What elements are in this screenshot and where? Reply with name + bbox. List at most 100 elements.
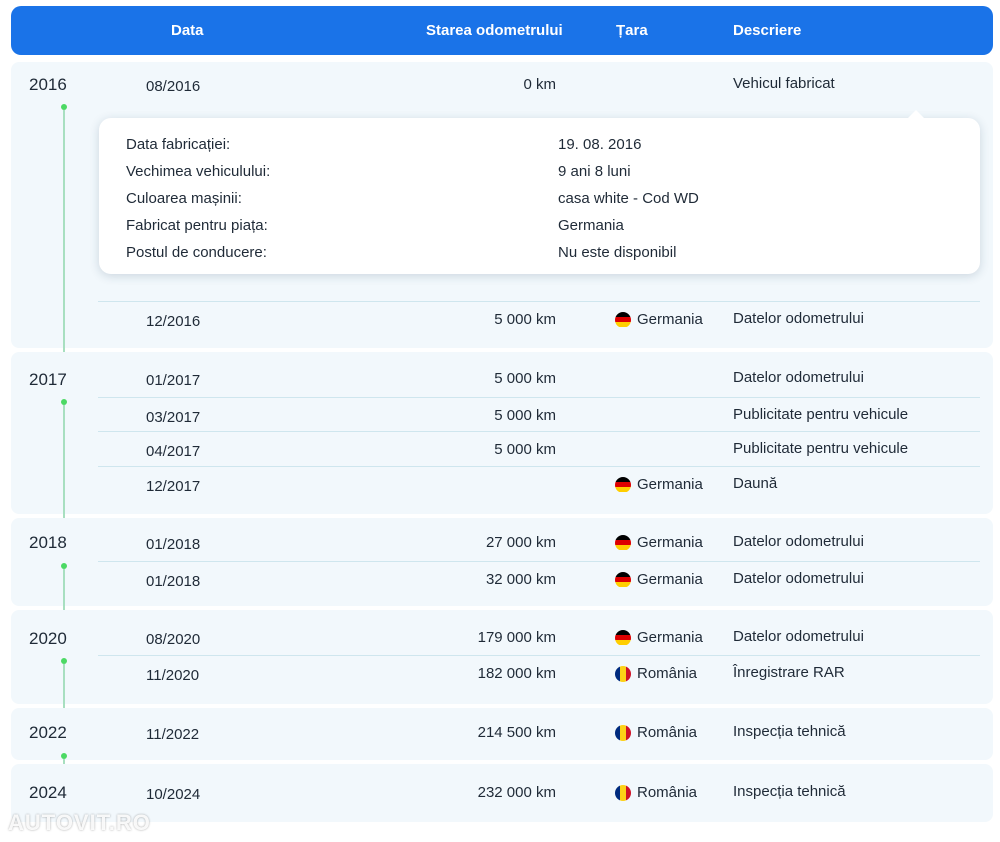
row-odometer: 5 000 km [494,407,556,424]
header-date: Data [171,22,204,39]
detail-label: Data fabricației: [126,136,231,153]
table-row[interactable]: 08/2020 179 000 km Germania Datelor odom… [98,620,980,654]
row-country: Germania [615,534,703,551]
row-date: 01/2018 [146,573,201,590]
table-row[interactable]: 01/2017 5 000 km Datelor odometrului [98,361,980,395]
row-date: 12/2016 [146,313,201,330]
row-date: 11/2020 [146,667,200,684]
table-row[interactable]: 01/2018 27 000 km Germania Datelor odome… [98,525,980,559]
row-odometer: 32 000 km [485,571,556,588]
row-date: 08/2016 [146,78,201,95]
timeline-line [63,405,65,530]
germany-flag-icon [615,311,631,328]
row-description: Datelor odometrului [733,570,864,587]
table-header: Data Starea odometrului Țara Descriere [11,6,993,55]
detail-value: 19. 08. 2016 [558,136,642,153]
row-description: Vehicul fabricat [733,75,835,92]
row-country: Germania [615,571,703,588]
row-odometer: 5 000 km [494,370,556,387]
romania-flag-icon [615,665,631,682]
row-country: Germania [615,629,703,646]
table-row[interactable]: 04/2017 5 000 km Publicitate pentru vehi… [98,431,980,465]
row-description: Publicitate pentru vehicule [733,406,909,423]
year-label-2024: 2024 [29,783,67,802]
row-odometer: 0 km [523,76,556,93]
header-odometer: Starea odometrului [426,22,563,39]
germany-flag-icon [615,571,631,588]
timeline-dot [61,104,67,110]
timeline-line [63,110,65,360]
row-odometer: 182 000 km [477,665,556,682]
detail-value: Nu este disponibil [558,244,677,261]
detail-label: Postul de conducere: [126,244,267,261]
row-description: Datelor odometrului [733,533,864,550]
row-odometer: 5 000 km [494,311,556,328]
germany-flag-icon [615,534,631,551]
table-row[interactable]: 03/2017 5 000 km Publicitate pentru vehi… [98,397,980,431]
year-label-2018: 2018 [29,533,67,552]
detail-row: Vechimea vehiculului: 9 ani 8 luni [126,163,956,185]
row-country-name: Germania [637,571,703,588]
timeline-line [63,664,65,717]
row-odometer: 179 000 km [477,629,556,646]
row-odometer: 5 000 km [494,441,556,458]
autovit-watermark: AUTOVIT.RO [8,810,151,835]
row-date: 10/2024 [146,786,201,803]
detail-label: Fabricat pentru piața: [126,217,268,234]
detail-value: 9 ani 8 luni [558,163,631,180]
row-country: Germania [615,476,703,493]
row-date: 03/2017 [146,409,201,426]
row-country-name: Germania [637,534,703,551]
row-country-name: Germania [637,476,703,493]
row-description: Inspecția tehnică [733,783,846,800]
row-odometer: 214 500 km [477,724,556,741]
detail-value: Germania [558,217,624,234]
row-date: 01/2017 [146,372,201,389]
table-row[interactable]: 12/2016 5 000 km Germania Datelor odomet… [98,301,980,335]
row-description: Inspecția tehnică [733,723,846,740]
detail-row: Postul de conducere: Nu este disponibil [126,244,956,266]
row-country-name: România [637,784,698,801]
row-country-name: Germania [637,311,703,328]
detail-row: Fabricat pentru piața: Germania [126,217,956,239]
detail-value: casa white - Cod WD [558,190,699,207]
table-row[interactable]: 11/2020 182 000 km România Înregistrare … [98,655,980,689]
row-description: Datelor odometrului [733,369,864,386]
detail-row: Culoarea mașinii: casa white - Cod WD [126,190,956,212]
detail-row: Data fabricației: 19. 08. 2016 [126,136,956,158]
year-label-2020: 2020 [29,629,67,648]
table-row[interactable]: 12/2017 Germania Daună [98,466,980,500]
year-group-2020 [11,610,993,704]
germany-flag-icon [615,629,631,646]
table-row[interactable]: 11/2022 214 500 km România Inspecția teh… [98,715,980,749]
romania-flag-icon [615,784,631,801]
row-country-name: Germania [637,629,703,646]
row-description: Datelor odometrului [733,628,864,645]
row-date: 04/2017 [146,443,201,460]
row-date: 12/2017 [146,478,201,495]
detail-label: Vechimea vehiculului: [126,163,271,180]
row-country: România [615,784,697,801]
romania-flag-icon [615,724,631,741]
row-date: 01/2018 [146,536,201,553]
row-description: Datelor odometrului [733,310,864,327]
germany-flag-icon [615,476,631,493]
year-label-2022: 2022 [29,723,67,742]
row-country: Germania [615,311,703,328]
header-country: Țara [616,22,648,39]
year-label-2016: 2016 [29,75,67,94]
row-country-name: România [637,665,698,682]
year-group-2024 [11,764,993,822]
timeline-dot [61,658,67,664]
timeline-line [63,569,65,629]
row-description: Înregistrare RAR [733,664,845,681]
table-row[interactable]: 01/2018 32 000 km Germania Datelor odome… [98,561,980,595]
timeline-dot [61,399,67,405]
row-odometer: 27 000 km [485,534,556,551]
table-row[interactable]: 10/2024 232 000 km România Inspecția teh… [98,775,980,809]
table-row[interactable]: 08/2016 0 km Vehicul fabricat [98,67,980,101]
row-description: Daună [733,475,778,492]
row-date: 11/2022 [146,726,200,743]
year-group-2018 [11,518,993,606]
year-group-2017 [11,352,993,514]
